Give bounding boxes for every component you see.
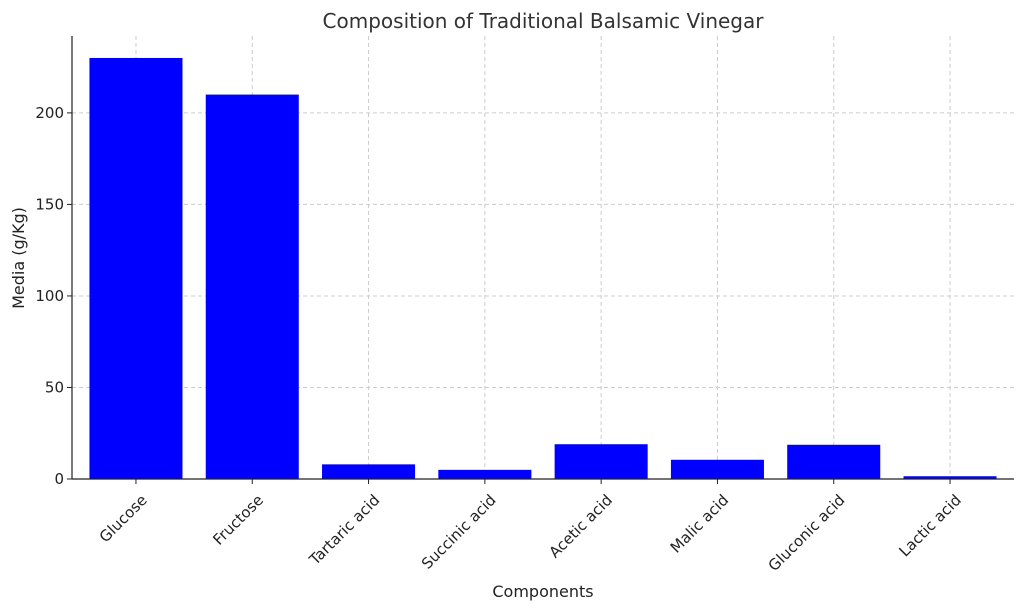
bar-gluconic-acid [787,444,881,479]
y-tick-label: 200 [35,104,64,122]
x-tick-label: Glucose [96,491,151,546]
axes [71,36,1014,480]
x-tick-label: Lactic acid [895,491,964,560]
y-axis-label: Media (g/Kg) [9,207,28,309]
bar-succinic-acid [438,469,532,479]
x-tick-label: Malic acid [667,491,732,556]
bar-malic-acid [670,459,764,479]
y-tick-label: 100 [35,287,64,305]
x-tick-label: Tartaric acid [305,491,383,569]
x-tick-label: Gluconic acid [765,491,849,575]
bar-lactic-acid [903,476,997,479]
x-axis-label: Components [492,582,593,601]
y-tick-label: 150 [35,195,64,213]
x-tick-label: Succinic acid [418,491,500,573]
bar-glucose [89,57,183,479]
chart-title: Composition of Traditional Balsamic Vine… [323,9,765,33]
bar-tartaric-acid [322,464,416,479]
x-tick-label: Acetic acid [545,491,615,561]
bar-fructose [205,94,299,479]
y-ticks: 0 50 100 150 200 [35,104,72,488]
bar-acetic-acid [554,444,648,479]
y-tick-label: 0 [54,470,64,488]
x-ticks: Glucose Fructose Tartaric acid Succinic aci… [96,479,965,575]
y-tick-label: 50 [45,378,64,396]
x-tick-label: Fructose [209,491,267,549]
bars [89,57,997,479]
